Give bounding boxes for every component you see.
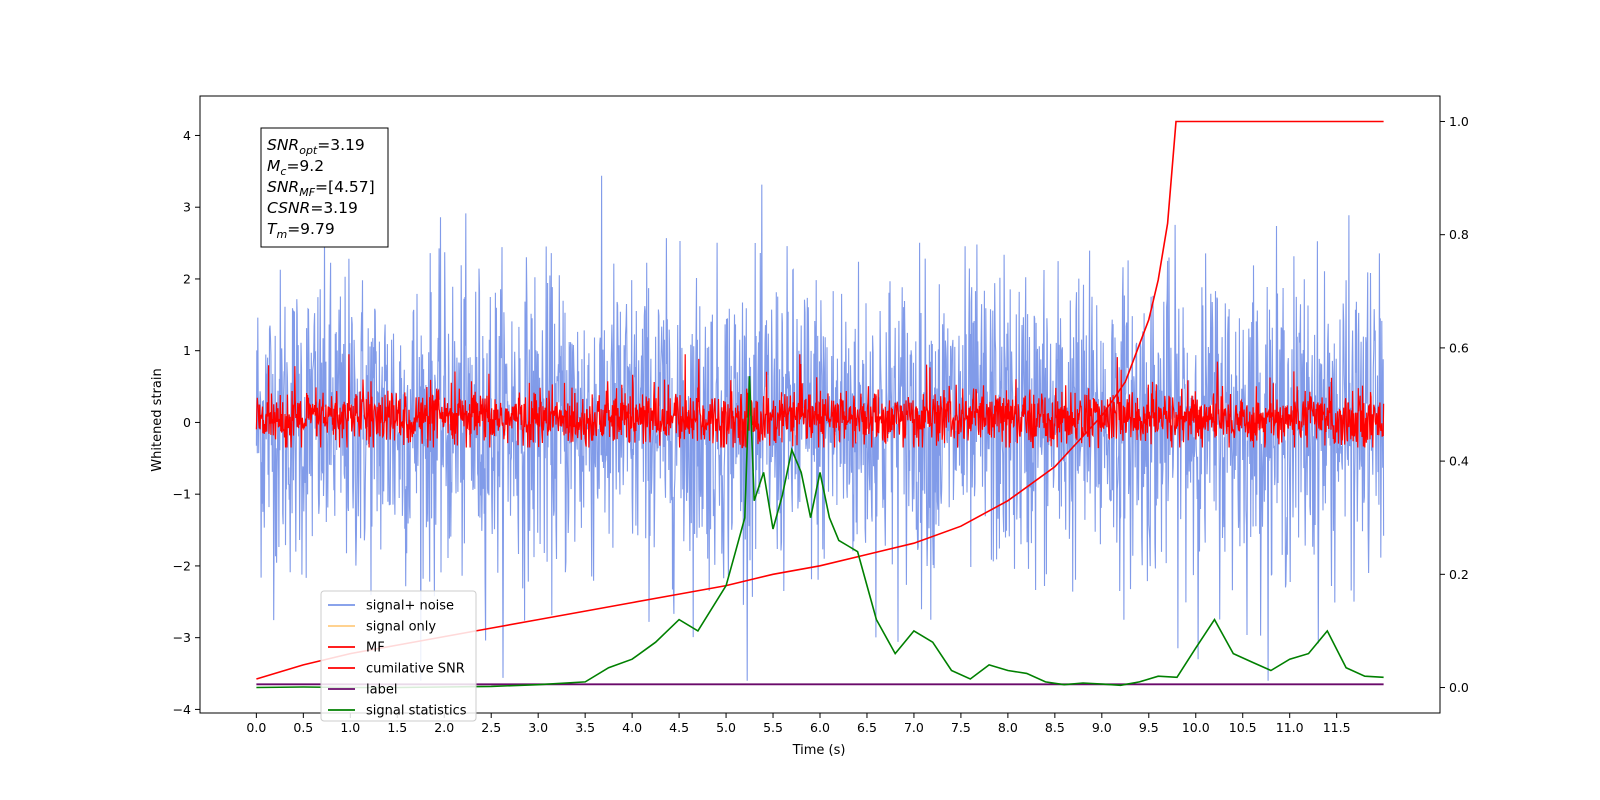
- y2-tick-label: 0.2: [1449, 567, 1469, 582]
- x-tick-label: 4.5: [669, 720, 689, 735]
- x-axis-label: Time (s): [792, 743, 846, 758]
- annotation-line: SNRMF=[4.57]: [267, 178, 375, 199]
- y2-tick-label: 0.4: [1449, 454, 1469, 469]
- legend-label: signal+ noise: [366, 599, 454, 614]
- x-axis: 0.0 0.5 1.0 1.5 2.0 2.5 3.0 3.5 4.0 4.5 5.0 5.5 6.0 6…: [246, 713, 1351, 735]
- series-signal-statistics-line: [256, 376, 1384, 689]
- x-tick-label: 0.5: [293, 720, 313, 735]
- y2-tick-label: 1.0: [1449, 114, 1469, 129]
- x-tick-label: 7.0: [904, 720, 924, 735]
- y-tick-label: 0: [183, 415, 191, 430]
- y-tick-label: −1: [173, 487, 191, 502]
- legend: signal+ noise signal only MF cumilative SNR…: [320, 590, 477, 722]
- y-tick-label: 4: [183, 128, 191, 143]
- annotation-line: SNRopt=3.19: [267, 136, 365, 157]
- x-tick-label: 11.5: [1323, 720, 1351, 735]
- legend-label: signal only: [366, 620, 436, 635]
- x-tick-label: 8.0: [998, 720, 1018, 735]
- x-tick-label: 1.5: [387, 720, 407, 735]
- annotation-line: Mc=9.2: [267, 157, 324, 178]
- x-tick-label: 4.0: [622, 720, 642, 735]
- annotation-line: CSNR=3.19: [267, 199, 358, 217]
- x-tick-label: 9.0: [1092, 720, 1112, 735]
- legend-label: label: [366, 683, 397, 698]
- legend-label: cumilative SNR: [366, 662, 465, 677]
- y-tick-label: −3: [173, 630, 191, 645]
- x-tick-label: 1.0: [340, 720, 360, 735]
- y2-tick-label: 0.8: [1449, 227, 1469, 242]
- y-tick-label: −4: [173, 702, 191, 717]
- legend-label: signal statistics: [366, 704, 467, 719]
- series-mf-line: [255, 354, 1385, 449]
- y-axis-left: −4 −3 −2 −1 0 1 2 3 4: [173, 128, 200, 717]
- y2-tick-label: 0.6: [1449, 340, 1469, 355]
- x-tick-label: 8.5: [1045, 720, 1065, 735]
- y2-tick-label: 0.0: [1449, 680, 1469, 695]
- y-tick-label: 2: [183, 271, 191, 286]
- x-tick-label: 5.5: [763, 720, 783, 735]
- x-tick-label: 3.5: [575, 720, 595, 735]
- x-tick-label: 2.0: [434, 720, 454, 735]
- x-tick-label: 5.0: [716, 720, 736, 735]
- y-tick-label: −2: [173, 558, 191, 573]
- x-tick-label: 6.5: [857, 720, 877, 735]
- x-tick-label: 0.0: [246, 720, 266, 735]
- legend-label: MF: [366, 641, 385, 656]
- series-signal-noise-line: [255, 175, 1385, 681]
- y-tick-label: 3: [183, 200, 191, 215]
- x-tick-label: 10.0: [1182, 720, 1210, 735]
- x-tick-label: 7.5: [951, 720, 971, 735]
- x-tick-label: 2.5: [481, 720, 501, 735]
- x-tick-label: 9.5: [1139, 720, 1159, 735]
- x-tick-label: 6.0: [810, 720, 830, 735]
- annotation-line: Tm=9.79: [267, 220, 335, 241]
- y-axis-right: 0.0 0.2 0.4 0.6 0.8 1.0: [1440, 114, 1469, 695]
- x-tick-label: 10.5: [1229, 720, 1257, 735]
- x-tick-label: 11.0: [1276, 720, 1304, 735]
- x-tick-label: 3.0: [528, 720, 548, 735]
- y-axis-label: Whitened strain: [150, 368, 165, 471]
- y-tick-label: 1: [183, 343, 191, 358]
